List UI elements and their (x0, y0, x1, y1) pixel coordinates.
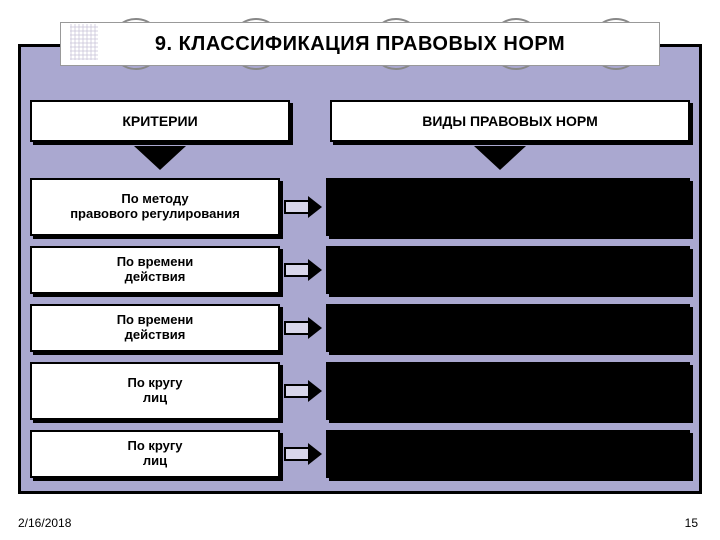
rows-container: По методу правового регулирования По вре… (30, 178, 690, 488)
arrow-right-icon (280, 246, 326, 294)
criteria-line: По кругу (127, 376, 182, 391)
arrow-right-icon (280, 430, 326, 478)
table-row: По кругу лиц (30, 362, 690, 420)
footer-date: 2/16/2018 (18, 516, 71, 530)
criteria-line: действия (125, 270, 186, 285)
header-criteria: КРИТЕРИИ (30, 100, 290, 142)
criteria-box: По кругу лиц (30, 430, 280, 478)
header-criteria-label: КРИТЕРИИ (122, 113, 197, 129)
table-row: По времени действия (30, 304, 690, 352)
title-banner: 9. КЛАССИФИКАЦИЯ ПРАВОВЫХ НОРМ (60, 22, 660, 66)
arrow-down-icon (476, 148, 524, 170)
types-box (326, 362, 690, 420)
criteria-line: По методу (121, 192, 188, 207)
criteria-line: лиц (143, 454, 167, 469)
arrow-down-icon (136, 148, 184, 170)
column-headers: КРИТЕРИИ ВИДЫ ПРАВОВЫХ НОРМ (30, 100, 690, 146)
arrow-right-icon (280, 362, 326, 420)
criteria-box: По времени действия (30, 246, 280, 294)
table-row: По методу правового регулирования (30, 178, 690, 236)
criteria-box: По времени действия (30, 304, 280, 352)
table-row: По времени действия (30, 246, 690, 294)
criteria-line: По времени (117, 313, 194, 328)
criteria-box: По кругу лиц (30, 362, 280, 420)
arrow-right-icon (280, 304, 326, 352)
decorative-grid-icon (70, 24, 98, 60)
types-box (326, 178, 690, 236)
criteria-line: правового регулирования (70, 207, 240, 222)
footer-page-number: 15 (685, 516, 698, 530)
criteria-line: действия (125, 328, 186, 343)
criteria-line: По времени (117, 255, 194, 270)
table-row: По кругу лиц (30, 430, 690, 478)
types-box (326, 246, 690, 294)
arrow-right-icon (280, 178, 326, 236)
criteria-box: По методу правового регулирования (30, 178, 280, 236)
header-types: ВИДЫ ПРАВОВЫХ НОРМ (330, 100, 690, 142)
header-types-label: ВИДЫ ПРАВОВЫХ НОРМ (422, 113, 598, 129)
criteria-line: лиц (143, 391, 167, 406)
criteria-line: По кругу (127, 439, 182, 454)
page-title: 9. КЛАССИФИКАЦИЯ ПРАВОВЫХ НОРМ (155, 33, 565, 56)
types-box (326, 430, 690, 478)
types-box (326, 304, 690, 352)
